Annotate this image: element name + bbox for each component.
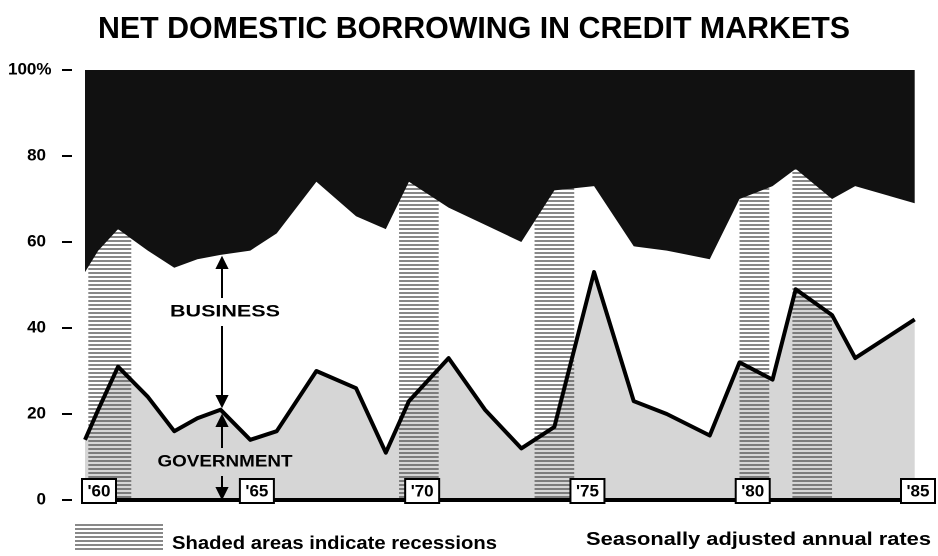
area — [85, 168, 915, 453]
plot-area — [83, 70, 916, 500]
x-tick-box — [404, 478, 441, 504]
y-tick-label: 20 — [27, 403, 46, 422]
y-tick-label: 0 — [37, 489, 46, 508]
y-tick-label: 60 — [27, 231, 46, 250]
x-tick-label: '60 — [88, 481, 111, 500]
arrow-head — [215, 413, 229, 427]
x-tick-label: '75 — [576, 481, 599, 500]
arrow-head — [215, 395, 229, 409]
x-tick-label: '80 — [741, 481, 764, 500]
government-line — [83, 270, 916, 455]
x-tick-box — [569, 478, 606, 504]
area — [85, 272, 915, 500]
x-tick-box — [238, 478, 275, 504]
x-tick-box — [900, 478, 936, 504]
x-tick-label: '65 — [245, 481, 268, 500]
legend-swatch — [75, 524, 163, 552]
chart-title: NET DOMESTIC BORROWING IN CREDIT MARKETS — [98, 10, 850, 45]
rate-note: Seasonally adjusted annual rates — [586, 529, 931, 549]
x-tick-box — [81, 478, 117, 504]
arrows — [215, 255, 229, 501]
y-tick-label: 80 — [27, 145, 46, 164]
y-tick-label: 100% — [8, 59, 51, 78]
business-label: BUSINESS — [170, 301, 280, 320]
arrow-head — [215, 255, 229, 269]
recession-note: Shaded areas indicate recessions — [172, 533, 497, 553]
x-tick-box — [734, 478, 771, 504]
government-label: GOVERNMENT — [158, 451, 294, 470]
x-tick-label: '85 — [907, 481, 930, 500]
x-tick-label: '70 — [411, 481, 434, 500]
arrow-head — [215, 487, 229, 501]
y-tick-label: 40 — [27, 317, 46, 336]
area — [85, 70, 915, 273]
